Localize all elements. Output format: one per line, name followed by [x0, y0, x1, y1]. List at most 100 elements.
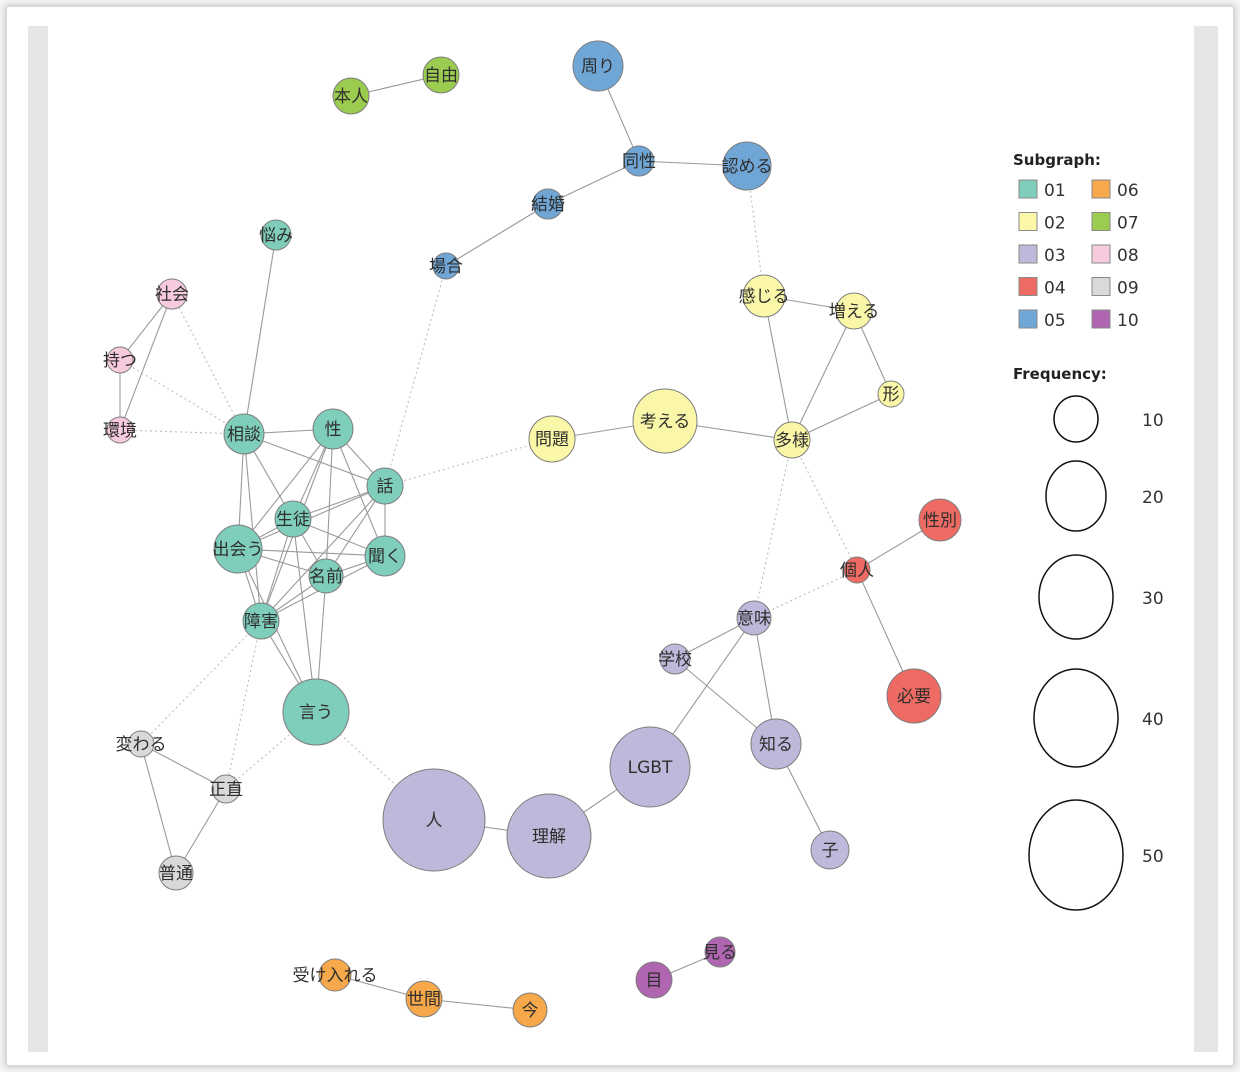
node-circle-seibetsu	[918, 498, 962, 542]
node-circle-kankyou	[106, 416, 134, 444]
edge-hanashi-mondai	[384, 438, 553, 487]
node-label-fueru: 増える	[829, 302, 880, 322]
legend: Subgraph: 01 02 03 04 05 06 07 08 09 10 Frequency…	[1013, 151, 1164, 911]
node-shiru: 知る	[750, 718, 802, 770]
subgraph-label-01: 01	[1044, 181, 1066, 201]
subgraph-swatch-01	[1018, 179, 1038, 199]
node-label-namae: 名前	[309, 567, 343, 587]
node-circle-nayami	[260, 219, 292, 251]
node-label-rikai: 理解	[532, 827, 566, 847]
node-nayami: 悩み	[259, 219, 293, 251]
node-label-futsuu: 普通	[159, 864, 193, 884]
node-honnin: 本人	[332, 77, 370, 115]
edge-deau-kiku	[237, 548, 386, 557]
node-label-dousei: 同性	[622, 152, 656, 172]
node-circle-kekkon	[532, 188, 564, 220]
frequency-legend: 10 20 30 40 50	[1028, 395, 1164, 911]
node-miru: 見る	[703, 936, 737, 968]
subgraph-label-07: 07	[1117, 214, 1139, 234]
frequency-legend-title: Frequency:	[1013, 365, 1107, 383]
subgraph-swatch-06	[1091, 179, 1111, 199]
node-circle-soudan	[223, 413, 265, 455]
node-label-miru: 見る	[703, 943, 737, 963]
edge-hanashi-deau	[237, 485, 386, 550]
edge-shakai-soudan	[171, 293, 245, 435]
node-circle-jiyu	[422, 56, 460, 94]
subgraph-swatch-07	[1091, 212, 1111, 231]
frequency-label-50: 50	[1142, 847, 1164, 867]
node-ko: 子	[810, 830, 850, 870]
node-mitomeru: 認める	[722, 141, 773, 191]
node-label-ko: 子	[822, 841, 839, 861]
node-label-lgbt: LGBT	[628, 758, 673, 778]
node-circle-seken	[405, 980, 443, 1018]
node-label-imi: 意味	[737, 609, 771, 629]
node-label-ima: 今	[522, 1001, 539, 1021]
node-circle-gakkou	[659, 643, 691, 675]
subgraph-label-05: 05	[1044, 311, 1066, 331]
node-ukeireru: 受け入れる	[293, 958, 378, 992]
edge-kanjiru-tayou	[763, 295, 793, 441]
node-iu: 言う	[282, 678, 350, 746]
node-sei: 性	[312, 408, 354, 450]
node-soudan: 相談	[223, 413, 265, 455]
node-circle-rikai	[506, 793, 592, 879]
node-label-hitsuyou: 必要	[897, 687, 931, 707]
node-label-seibetsu: 性別	[923, 511, 957, 531]
frequency-label-20: 20	[1142, 488, 1164, 508]
node-baai: 場合	[429, 252, 463, 280]
subgraph-label-03: 03	[1044, 246, 1066, 266]
node-label-kiku: 聞く	[368, 547, 402, 567]
node-label-kankyou: 環境	[103, 421, 137, 441]
node-hitsuyou: 必要	[886, 668, 942, 724]
edge-tayou-kojin	[791, 439, 858, 571]
node-circle-motsu	[106, 346, 134, 374]
node-mawari: 周り	[572, 40, 624, 92]
subgraph-swatches: 01 02 03 04 05 06 07 08 09 10	[1018, 179, 1139, 331]
node-circle-mawari	[572, 40, 624, 92]
node-label-kanjiru: 感じる	[739, 287, 790, 307]
node-katachi: 形	[877, 380, 905, 408]
node-shougai: 障害	[242, 602, 280, 640]
node-hito: 人	[382, 768, 486, 872]
node-label-hito: 人	[426, 811, 443, 831]
node-deau: 出会う	[213, 524, 264, 574]
node-circle-me	[635, 961, 673, 999]
node-label-seken: 世間	[407, 990, 441, 1010]
node-shakai: 社会	[155, 278, 189, 310]
node-circle-baai	[432, 252, 460, 280]
node-label-hanashi: 話	[377, 477, 394, 497]
node-mondai: 問題	[528, 415, 576, 463]
node-circle-ima	[512, 992, 548, 1028]
subgraph-swatch-03	[1018, 244, 1038, 264]
node-label-me: 目	[646, 971, 663, 991]
subgraph-swatch-09	[1091, 277, 1111, 296]
frequency-circle-20	[1045, 460, 1107, 532]
frequency-circle-50	[1028, 799, 1124, 911]
node-hanashi: 話	[366, 467, 404, 505]
frequency-circle-30	[1038, 554, 1114, 640]
node-circle-ukeireru	[318, 958, 352, 992]
node-shoujiki: 正直	[209, 774, 243, 804]
node-me: 目	[635, 961, 673, 999]
frequency-label-10: 10	[1142, 411, 1164, 431]
node-circle-kojin	[843, 556, 871, 584]
node-kekkon: 結婚	[531, 188, 565, 220]
edge-baai-hanashi	[384, 265, 447, 487]
node-dousei: 同性	[622, 145, 656, 177]
node-circle-hitsuyou	[886, 668, 942, 724]
edge-soudan-hanashi	[243, 433, 386, 487]
node-kojin: 個人	[840, 556, 874, 584]
node-seito: 生徒	[274, 500, 312, 538]
node-label-katachi: 形	[883, 385, 900, 405]
edge-shougai-shoujiki	[225, 620, 262, 790]
subgraph-swatch-08	[1091, 244, 1111, 264]
edge-fueru-tayou	[791, 310, 855, 441]
node-label-honnin: 本人	[334, 87, 368, 107]
node-jiyu: 自由	[422, 56, 460, 94]
edge-kekkon-baai	[445, 203, 549, 267]
node-seken: 世間	[405, 980, 443, 1018]
node-circle-kangaeru	[632, 388, 698, 454]
subgraph-swatch-05	[1018, 309, 1038, 329]
